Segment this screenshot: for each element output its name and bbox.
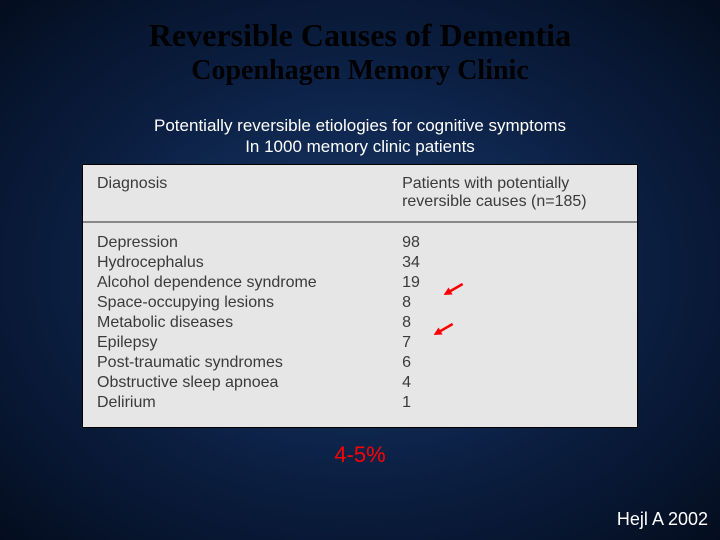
table-header: Diagnosis Patients with potentially reve… bbox=[83, 165, 637, 224]
cell-diagnosis: Metabolic diseases bbox=[97, 313, 402, 333]
table-row: Obstructive sleep apnoea4 bbox=[97, 373, 623, 393]
data-table: Diagnosis Patients with potentially reve… bbox=[82, 164, 638, 429]
table-row: Space-occupying lesions8 bbox=[97, 293, 623, 313]
cell-count: 98 bbox=[402, 233, 623, 253]
cell-diagnosis: Hydrocephalus bbox=[97, 253, 402, 273]
cell-count: 7 bbox=[402, 333, 623, 353]
cell-count: 6 bbox=[402, 353, 623, 373]
cell-count: 19 bbox=[402, 273, 623, 293]
slide-subtitle: Copenhagen Memory Clinic bbox=[0, 55, 720, 87]
table-caption: Potentially reversible etiologies for co… bbox=[0, 115, 720, 158]
table-row: Delirium1 bbox=[97, 393, 623, 413]
table-row: Metabolic diseases8 bbox=[97, 313, 623, 333]
table-row: Alcohol dependence syndrome19 bbox=[97, 273, 623, 293]
table-body: Depression98Hydrocephalus34Alcohol depen… bbox=[83, 223, 637, 427]
cell-diagnosis: Obstructive sleep apnoea bbox=[97, 373, 402, 393]
cell-diagnosis: Delirium bbox=[97, 393, 402, 413]
cell-diagnosis: Space-occupying lesions bbox=[97, 293, 402, 313]
table-row: Epilepsy7 bbox=[97, 333, 623, 353]
slide-title: Reversible Causes of Dementia bbox=[0, 0, 720, 53]
table-row: Depression98 bbox=[97, 233, 623, 253]
header-count: Patients with potentially reversible cau… bbox=[402, 175, 623, 212]
cell-diagnosis: Alcohol dependence syndrome bbox=[97, 273, 402, 293]
cell-diagnosis: Epilepsy bbox=[97, 333, 402, 353]
cell-count: 1 bbox=[402, 393, 623, 413]
cell-diagnosis: Post-traumatic syndromes bbox=[97, 353, 402, 373]
header-diagnosis: Diagnosis bbox=[97, 175, 402, 212]
cell-count: 8 bbox=[402, 313, 623, 333]
caption-line-1: Potentially reversible etiologies for co… bbox=[154, 116, 566, 135]
cell-count: 4 bbox=[402, 373, 623, 393]
table-row: Hydrocephalus34 bbox=[97, 253, 623, 273]
cell-count: 8 bbox=[402, 293, 623, 313]
caption-line-2: In 1000 memory clinic patients bbox=[245, 137, 475, 156]
percent-callout: 4-5% bbox=[0, 442, 720, 468]
citation: Hejl A 2002 bbox=[617, 509, 708, 530]
cell-count: 34 bbox=[402, 253, 623, 273]
cell-diagnosis: Depression bbox=[97, 233, 402, 253]
table-row: Post-traumatic syndromes6 bbox=[97, 353, 623, 373]
